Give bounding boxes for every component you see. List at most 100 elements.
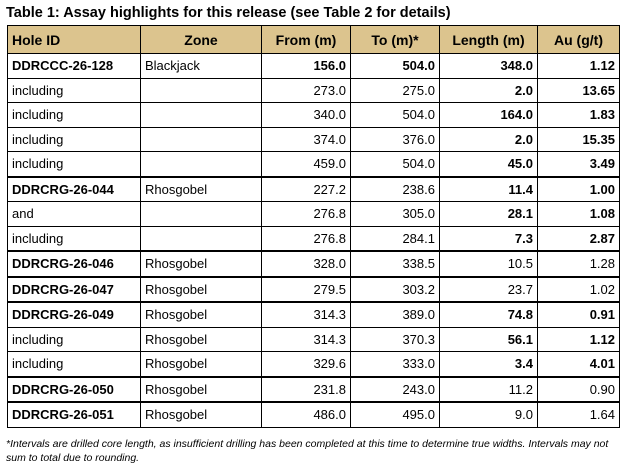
cell-length: 164.0 (439, 102, 538, 128)
table-row: DDRCRG-26-051 Rhosgobel 486.0 495.0 9.0 1.64 (7, 401, 620, 428)
cell-au: 0.90 (537, 375, 620, 403)
table-row: DDRCRG-26-047 Rhosgobel 279.5 303.2 23.7 1.02 (7, 275, 620, 303)
cell-to: 333.0 (350, 351, 440, 377)
cell-from: 273.0 (261, 77, 351, 103)
cell-au: 4.01 (537, 351, 620, 377)
cell-to: 243.0 (350, 375, 440, 403)
assay-table: Hole ID Zone From (m) To (m)* Length (m)… (7, 25, 620, 428)
cell-zone: Rhosgobel (140, 301, 262, 328)
cell-hole-id: DDRCRG-26-050 (7, 375, 141, 403)
cell-hole-id: DDRCCC-26-128 (7, 53, 141, 79)
cell-from: 486.0 (261, 401, 351, 428)
column-header-au: Au (g/t) (537, 25, 620, 54)
cell-length: 348.0 (439, 53, 538, 79)
column-header-to: To (m)* (350, 25, 440, 54)
cell-hole-id: including (7, 326, 141, 352)
cell-from: 227.2 (261, 175, 351, 202)
cell-au: 13.65 (537, 77, 620, 103)
cell-from: 328.0 (261, 250, 351, 277)
cell-to: 504.0 (350, 102, 440, 128)
cell-to: 305.0 (350, 201, 440, 227)
cell-from: 231.8 (261, 375, 351, 403)
cell-zone: Blackjack (140, 53, 262, 79)
cell-hole-id: including (7, 77, 141, 103)
cell-from: 340.0 (261, 102, 351, 128)
cell-au: 1.12 (537, 326, 620, 352)
column-header-zone: Zone (140, 25, 262, 54)
cell-from: 276.8 (261, 201, 351, 227)
cell-length: 3.4 (439, 351, 538, 377)
cell-hole-id: DDRCRG-26-051 (7, 401, 141, 428)
cell-length: 11.4 (439, 175, 538, 202)
table-header-row: Hole ID Zone From (m) To (m)* Length (m)… (7, 25, 620, 54)
cell-from: 276.8 (261, 225, 351, 252)
table-row: including 340.0 504.0 164.0 1.83 (7, 102, 620, 128)
table-title: Table 1: Assay highlights for this relea… (6, 5, 451, 21)
cell-length: 56.1 (439, 326, 538, 352)
cell-from: 279.5 (261, 275, 351, 303)
cell-length: 2.0 (439, 126, 538, 152)
cell-length: 23.7 (439, 275, 538, 303)
table-row: including 276.8 284.1 7.3 2.87 (7, 225, 620, 252)
cell-length: 10.5 (439, 250, 538, 277)
cell-zone: Rhosgobel (140, 351, 262, 377)
cell-zone (140, 102, 262, 128)
cell-au: 1.28 (537, 250, 620, 277)
cell-zone: Rhosgobel (140, 375, 262, 403)
cell-au: 0.91 (537, 301, 620, 328)
cell-au: 15.35 (537, 126, 620, 152)
cell-zone (140, 77, 262, 103)
cell-to: 495.0 (350, 401, 440, 428)
cell-zone (140, 201, 262, 227)
cell-zone: Rhosgobel (140, 401, 262, 428)
cell-length: 7.3 (439, 225, 538, 252)
table-row: including 273.0 275.0 2.0 13.65 (7, 77, 620, 103)
cell-from: 314.3 (261, 326, 351, 352)
table-row: DDRCCC-26-128 Blackjack 156.0 504.0 348.0 1.1… (7, 53, 620, 79)
table-row: DDRCRG-26-049 Rhosgobel 314.3 389.0 74.8 0.91 (7, 301, 620, 328)
cell-au: 1.02 (537, 275, 620, 303)
cell-au: 3.49 (537, 151, 620, 177)
cell-length: 45.0 (439, 151, 538, 177)
table-row: and 276.8 305.0 28.1 1.08 (7, 201, 620, 227)
table-row: including Rhosgobel 314.3 370.3 56.1 1.12 (7, 326, 620, 352)
table-body: DDRCCC-26-128 Blackjack 156.0 504.0 348.0 1.1… (7, 53, 620, 428)
cell-au: 1.64 (537, 401, 620, 428)
cell-from: 156.0 (261, 53, 351, 79)
cell-zone (140, 126, 262, 152)
table-row: including 459.0 504.0 45.0 3.49 (7, 151, 620, 177)
cell-au: 1.83 (537, 102, 620, 128)
footnote: *Intervals are drilled core length, as i… (6, 438, 609, 465)
cell-au: 2.87 (537, 225, 620, 252)
column-header-from: From (m) (261, 25, 351, 54)
cell-hole-id: DDRCRG-26-044 (7, 175, 141, 202)
table-row: DDRCRG-26-046 Rhosgobel 328.0 338.5 10.5 1.28 (7, 250, 620, 277)
cell-zone: Rhosgobel (140, 275, 262, 303)
cell-to: 338.5 (350, 250, 440, 277)
cell-hole-id: including (7, 126, 141, 152)
cell-zone: Rhosgobel (140, 326, 262, 352)
cell-zone (140, 151, 262, 177)
column-header-hole-id: Hole ID (7, 25, 141, 54)
cell-length: 11.2 (439, 375, 538, 403)
cell-au: 1.08 (537, 201, 620, 227)
cell-zone (140, 225, 262, 252)
cell-hole-id: including (7, 151, 141, 177)
cell-to: 303.2 (350, 275, 440, 303)
cell-from: 374.0 (261, 126, 351, 152)
cell-to: 504.0 (350, 53, 440, 79)
cell-hole-id: DDRCRG-26-047 (7, 275, 141, 303)
cell-hole-id: including (7, 351, 141, 377)
cell-to: 284.1 (350, 225, 440, 252)
cell-zone: Rhosgobel (140, 250, 262, 277)
cell-to: 238.6 (350, 175, 440, 202)
cell-length: 28.1 (439, 201, 538, 227)
cell-hole-id: DDRCRG-26-046 (7, 250, 141, 277)
cell-hole-id: DDRCRG-26-049 (7, 301, 141, 328)
cell-length: 2.0 (439, 77, 538, 103)
cell-to: 389.0 (350, 301, 440, 328)
cell-hole-id: including (7, 102, 141, 128)
cell-hole-id: including (7, 225, 141, 252)
cell-length: 74.8 (439, 301, 538, 328)
cell-to: 504.0 (350, 151, 440, 177)
